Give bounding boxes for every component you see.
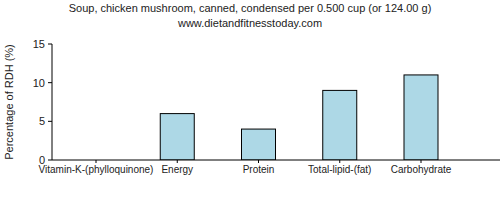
x-tick bbox=[96, 160, 97, 163]
x-tick-label: Protein bbox=[243, 164, 275, 175]
bar bbox=[160, 114, 194, 160]
y-tick bbox=[48, 44, 52, 45]
x-tick-label: Total-lipid-(fat) bbox=[308, 164, 371, 175]
x-tick-label: Carbohydrate bbox=[391, 164, 452, 175]
chart: Soup, chicken mushroom, canned, condense… bbox=[0, 0, 500, 200]
x-axis bbox=[52, 160, 500, 161]
y-tick bbox=[48, 121, 52, 122]
bar bbox=[404, 75, 438, 160]
x-tick-label: Energy bbox=[161, 164, 193, 175]
y-tick-label: 10 bbox=[33, 77, 45, 89]
y-tick bbox=[48, 160, 52, 161]
subtitle: www.dietandfitnesstoday.com bbox=[177, 17, 322, 29]
x-tick bbox=[177, 160, 178, 163]
bar bbox=[242, 129, 276, 160]
bar bbox=[323, 90, 357, 160]
y-axis bbox=[52, 44, 53, 160]
title: Soup, chicken mushroom, canned, condense… bbox=[69, 2, 432, 14]
x-tick bbox=[258, 160, 259, 163]
y-tick-label: 15 bbox=[33, 38, 45, 50]
x-tick bbox=[421, 160, 422, 163]
y-axis-label: Percentage of RDH (%) bbox=[3, 44, 15, 160]
bars bbox=[160, 75, 438, 160]
x-tick bbox=[339, 160, 340, 163]
y-tick bbox=[48, 82, 52, 83]
x-tick-label: Vitamin-K-(phylloquinone) bbox=[39, 164, 154, 175]
y-tick-label: 5 bbox=[39, 115, 45, 127]
